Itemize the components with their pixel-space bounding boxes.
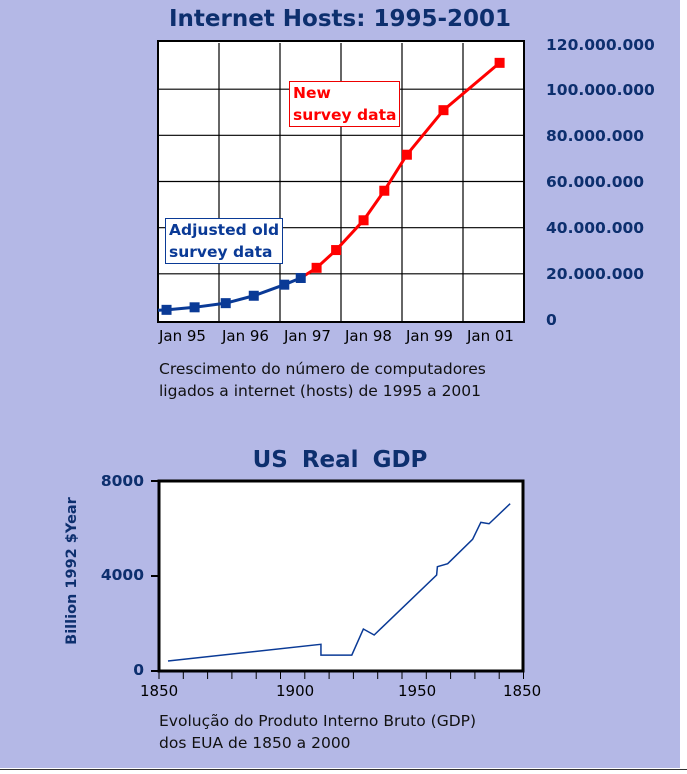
data-point	[220, 298, 231, 309]
y-tick-label: 0	[133, 661, 144, 679]
y-tick-label: 60.000.000	[546, 173, 645, 191]
caption-line: dos EUA de 1850 a 2000	[159, 734, 351, 752]
x-tick-label: 1950	[398, 682, 437, 700]
caption-line: ligados a internet (hosts) de 1995 a 200…	[159, 382, 482, 400]
x-tick-label: Jan 01	[467, 327, 514, 345]
data-point	[401, 149, 412, 160]
chart2-caption: Evolução do Produto Interno Bruto (GDP) …	[159, 710, 476, 754]
gdp-line	[167, 503, 511, 662]
legend-line: New	[293, 84, 331, 102]
data-point	[161, 304, 172, 315]
data-point	[279, 279, 290, 290]
bottom-divider	[0, 769, 687, 770]
y-tick-label: 40.000.000	[546, 219, 645, 237]
legend-line: Adjusted old	[169, 221, 280, 239]
legend-old-survey: Adjusted old survey data	[165, 218, 284, 264]
x-tick-label: Jan 97	[284, 327, 331, 345]
x-tick-label: 1900	[276, 682, 315, 700]
legend-new-survey: New survey data	[289, 81, 401, 127]
x-tick-label: Jan 99	[406, 327, 453, 345]
y-tick-label: 20.000.000	[546, 265, 645, 283]
x-tick-label: 1850	[140, 682, 179, 700]
y-tick-label: 100.000.000	[546, 81, 655, 99]
y-axis-label: Billion 1992 $Year	[64, 497, 80, 645]
data-point	[358, 215, 369, 226]
chart2-title: US Real GDP	[252, 447, 428, 473]
x-tick-label: Jan 95	[159, 327, 206, 345]
y-tick-label: 80.000.000	[546, 127, 645, 145]
legend-line: survey data	[169, 243, 273, 261]
y-tick-label: 4000	[100, 566, 144, 584]
y-tick-label: 0	[546, 311, 557, 329]
data-point	[295, 272, 306, 283]
data-point	[189, 302, 200, 313]
x-tick-label: Jan 98	[345, 327, 392, 345]
data-point	[494, 57, 505, 68]
legend-line: survey data	[293, 106, 397, 124]
caption-line: Evolução do Produto Interno Bruto (GDP)	[159, 712, 477, 730]
x-tick-label: 1850	[503, 682, 542, 700]
y-tick-label: 120.000.000	[546, 36, 655, 54]
data-point	[248, 290, 259, 301]
data-point	[311, 262, 322, 273]
y-tick-label: 8000	[100, 472, 144, 490]
caption-line: Crescimento do número de computadores	[159, 360, 486, 378]
data-point	[331, 245, 342, 256]
chart1-title: Internet Hosts: 1995-2001	[168, 6, 512, 32]
data-point	[379, 185, 390, 196]
data-point	[438, 105, 449, 116]
chart1-caption: Crescimento do número de computadores li…	[159, 358, 486, 402]
plot-border	[157, 40, 525, 323]
plot-area	[157, 479, 525, 673]
x-tick-label: Jan 96	[222, 327, 269, 345]
